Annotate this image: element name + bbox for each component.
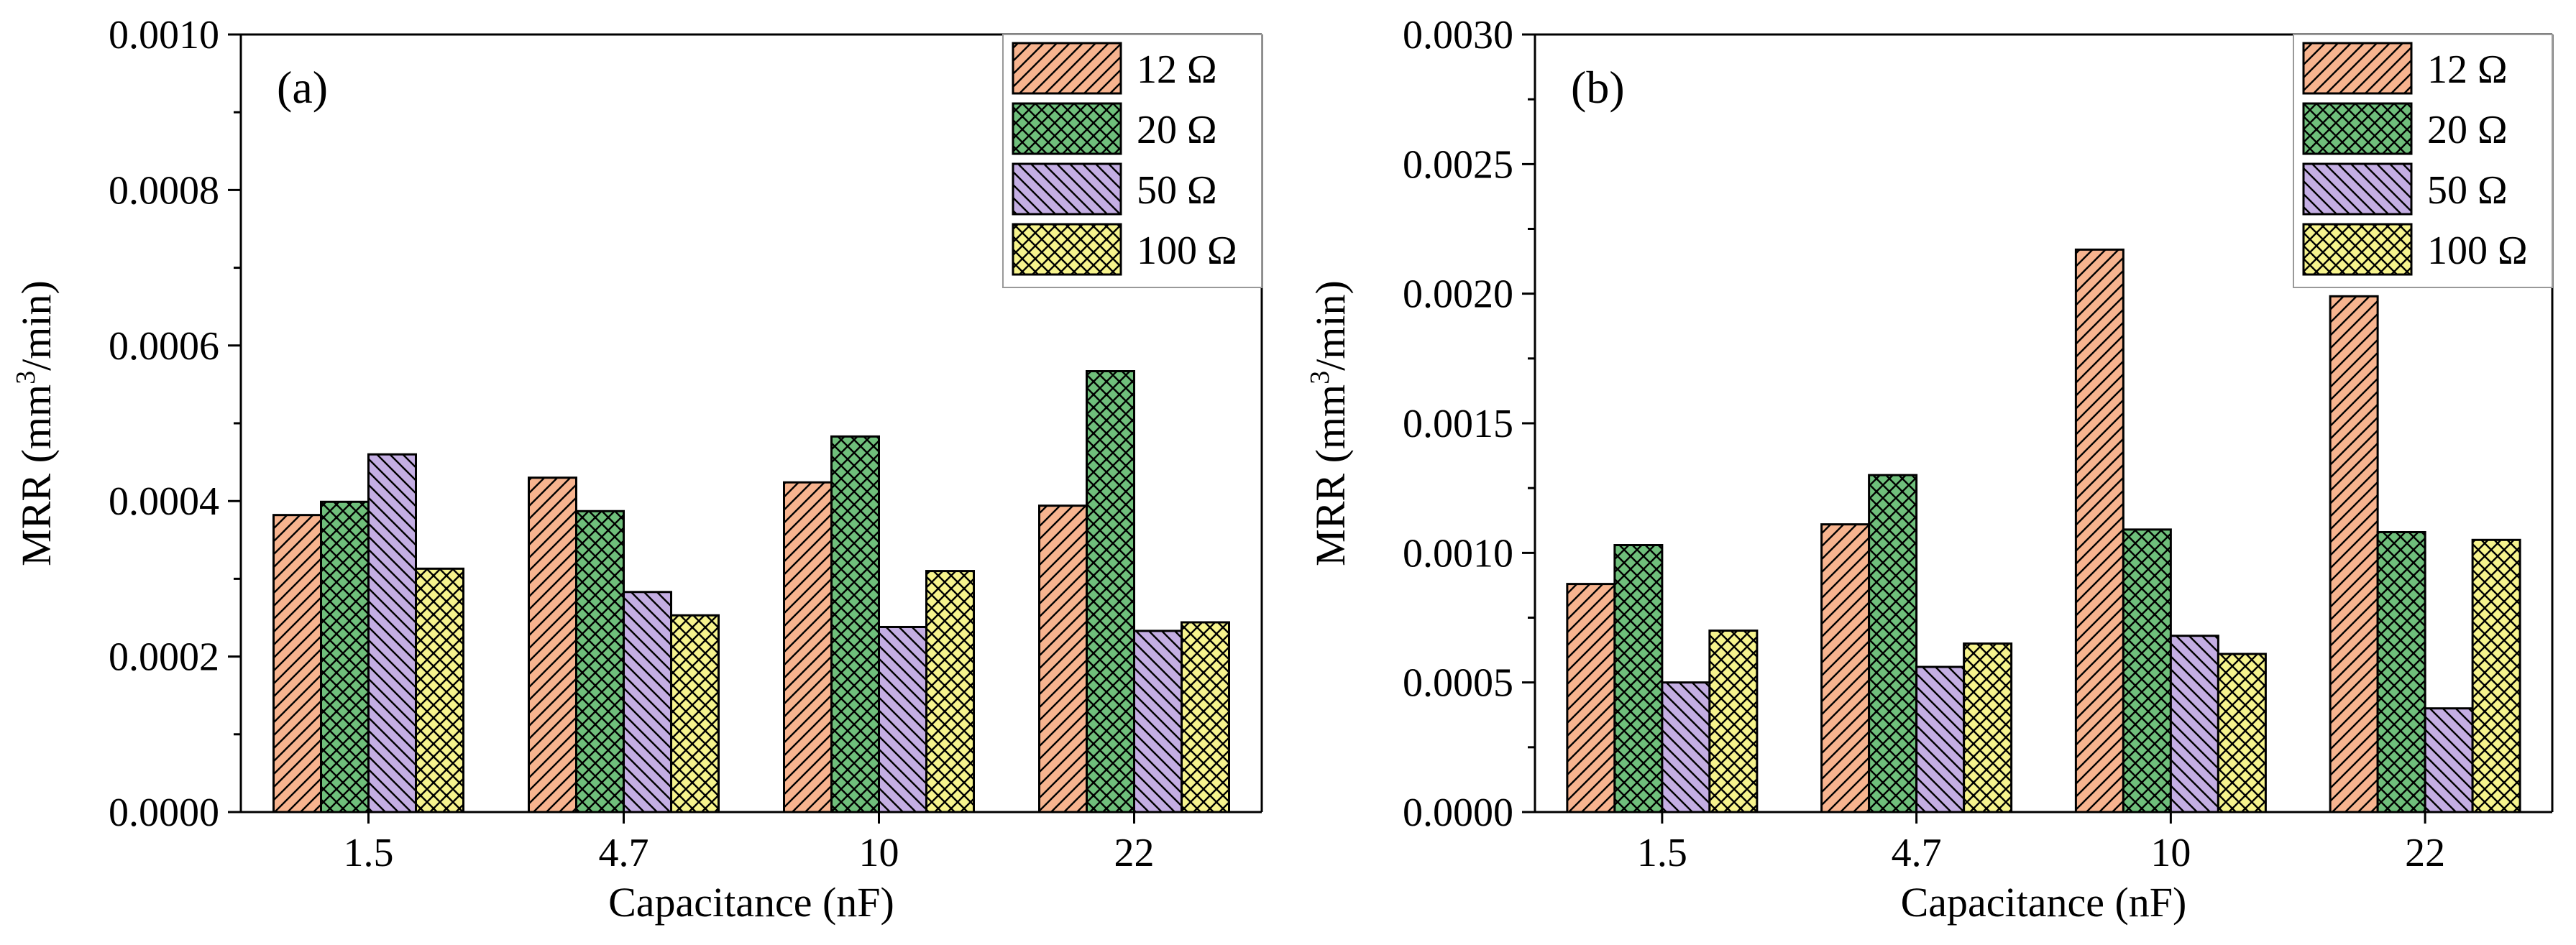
panel-label: (a) — [277, 62, 328, 113]
bar-s50-4_7 — [1915, 665, 1966, 813]
y-tick-label: 0.0005 — [1403, 661, 1513, 706]
bar-s20-4_7 — [575, 510, 625, 813]
y-tick-label: 0.0008 — [109, 168, 219, 213]
legend-label-s50: 50 Ω — [1137, 168, 1217, 213]
bar-s20-1_5 — [1613, 544, 1664, 813]
legend-label-s50: 50 Ω — [2427, 168, 2508, 213]
legend-label-s100: 100 Ω — [1137, 229, 1237, 273]
legend-swatch-s12 — [1012, 42, 1122, 95]
bar-s100-1_5 — [1708, 630, 1759, 813]
legend-swatch-s50 — [1012, 162, 1122, 216]
y-tick-label: 0.0010 — [109, 13, 219, 57]
bar-s12-4_7 — [528, 476, 577, 813]
legend-swatch-s12 — [2302, 42, 2413, 95]
y-tick-label: 0.0030 — [1403, 13, 1513, 57]
x-tick-label: 22 — [1114, 831, 1155, 875]
bar-s50-10 — [2169, 635, 2219, 813]
bar-s12-10 — [2074, 248, 2124, 813]
legend-swatch-s20 — [1012, 102, 1122, 155]
bar-s100-1_5 — [415, 567, 464, 813]
legend-swatch-s100 — [1012, 223, 1122, 276]
bar-s50-1_5 — [367, 453, 417, 813]
bar-s12-1_5 — [272, 514, 322, 813]
y-tick-label: 0.0002 — [109, 635, 219, 680]
y-tick-label: 0.0020 — [1403, 272, 1513, 317]
bar-s12-10 — [783, 481, 833, 813]
bar-s100-22 — [2471, 538, 2521, 813]
x-tick-label: 1.5 — [344, 831, 394, 875]
x-axis-label: Capacitance (nF) — [608, 879, 894, 926]
bar-s100-10 — [2217, 653, 2267, 813]
legend-label-s100: 100 Ω — [2427, 229, 2528, 273]
x-tick-label: 10 — [859, 831, 899, 875]
bar-s100-4_7 — [670, 614, 720, 813]
y-tick-label: 0.0025 — [1403, 142, 1513, 187]
y-tick-label: 0.0000 — [109, 790, 219, 835]
x-tick-label: 4.7 — [1892, 831, 1942, 875]
y-tick-label: 0.0015 — [1403, 402, 1513, 446]
chart-panel-a: 0.0000 0.0002 0.0004 0.0006 0.0008 0.0010 1.5 4… — [11, 13, 1263, 926]
y-tick-label: 0.0006 — [109, 324, 219, 369]
x-tick-label: 22 — [2405, 831, 2445, 875]
bar-s12-22 — [2329, 295, 2379, 813]
y-tick-label: 0.0004 — [109, 479, 219, 524]
bar-s12-22 — [1038, 504, 1088, 813]
legend-label-s20: 20 Ω — [1137, 108, 1217, 152]
panel-label: (b) — [1571, 62, 1625, 113]
bar-s50-22 — [2424, 707, 2474, 813]
legend-label-s12: 12 Ω — [2427, 47, 2508, 92]
x-tick-label: 1.5 — [1637, 831, 1687, 875]
y-axis-label: MRR (mm3/min) — [11, 280, 60, 566]
y-axis-label: MRR (mm3/min) — [1305, 280, 1354, 566]
bar-s100-22 — [1181, 621, 1230, 813]
bar-s20-1_5 — [320, 500, 370, 813]
bar-s50-10 — [878, 625, 927, 813]
bar-s20-22 — [2376, 530, 2426, 813]
legend-swatch-s100 — [2302, 223, 2413, 276]
x-axis-label: Capacitance (nF) — [1901, 879, 2187, 926]
legend-swatch-s20 — [2302, 102, 2413, 155]
bar-s12-4_7 — [1820, 523, 1871, 813]
bar-s100-10 — [925, 570, 975, 813]
bar-s20-4_7 — [1868, 474, 1918, 813]
chart-panel-b: 0.0000 0.0005 0.0010 0.0015 0.0020 0.0025 0.00… — [1305, 13, 2554, 926]
bar-s50-22 — [1133, 630, 1183, 813]
bar-s50-1_5 — [1661, 681, 1711, 813]
y-tick-label: 0.0000 — [1403, 790, 1513, 835]
bar-s20-22 — [1086, 370, 1135, 813]
bar-s12-1_5 — [1566, 583, 1616, 813]
x-tick-label: 4.7 — [599, 831, 649, 875]
bar-s20-10 — [2122, 528, 2172, 813]
legend-label-s20: 20 Ω — [2427, 108, 2508, 152]
x-tick-label: 10 — [2150, 831, 2191, 875]
legend-swatch-s50 — [2302, 162, 2413, 216]
legend-label-s12: 12 Ω — [1137, 47, 1217, 92]
bar-s20-10 — [830, 435, 880, 813]
bar-s50-4_7 — [623, 591, 672, 813]
y-tick-label: 0.0010 — [1403, 531, 1513, 576]
bar-s100-4_7 — [1963, 642, 2013, 813]
